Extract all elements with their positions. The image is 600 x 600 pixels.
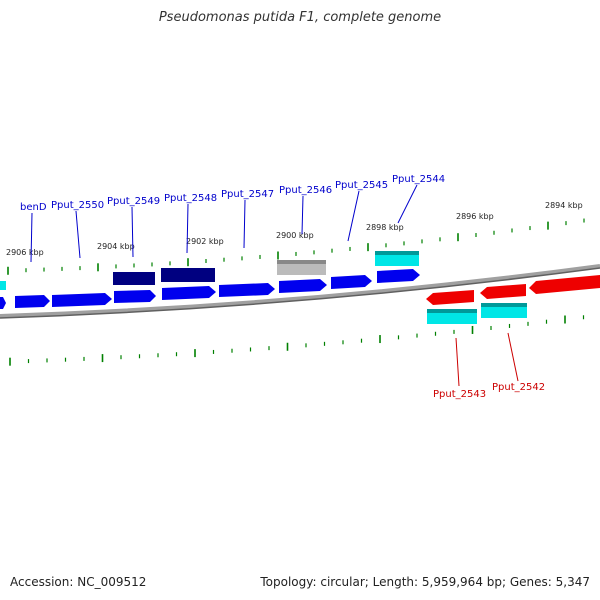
gene-arrow-forward[interactable] (219, 283, 275, 297)
gene-label[interactable]: Pput_2545 (335, 180, 388, 191)
label-leader (186, 203, 189, 254)
cds-feature[interactable] (0, 281, 6, 290)
gene-arrow-reverse[interactable] (529, 275, 600, 294)
gene-label[interactable]: Pput_2548 (164, 193, 217, 204)
label-leader (507, 332, 519, 382)
cds-feature-edge (375, 251, 419, 255)
kbp-label: 2896 kbp (456, 212, 494, 221)
reverse-gene-arrows (426, 275, 600, 305)
gene-arrow-forward[interactable] (377, 269, 420, 283)
gene-arrow-forward[interactable] (162, 286, 216, 300)
gene-arrow-reverse[interactable] (480, 284, 526, 299)
feature-track-forward (0, 251, 419, 290)
reverse-label-leaders (455, 332, 519, 387)
kbp-label: 2904 kbp (97, 242, 135, 251)
gene-label[interactable]: Pput_2544 (392, 174, 445, 185)
genome-backbone-shadow (0, 267, 600, 319)
label-leader (30, 212, 33, 263)
forward-gene-arrows (0, 269, 420, 309)
gene-arrow-reverse[interactable] (426, 290, 474, 305)
forward-gene-labels: benD Pput_2550 Pput_2549 Pput_2548 Pput_… (20, 174, 445, 213)
gene-arrow-forward[interactable] (114, 290, 156, 303)
gene-arrow-forward[interactable] (15, 295, 50, 308)
genome-summary-text: Topology: circular; Length: 5,959,964 bp… (260, 575, 590, 589)
accession-text: Accession: NC_009512 (10, 575, 147, 589)
reverse-gene-labels: Pput_2543 Pput_2542 (433, 382, 545, 400)
label-leader (397, 184, 418, 224)
label-leader (301, 195, 304, 235)
gene-feature-dark[interactable] (113, 272, 155, 285)
kbp-labels: 2906 kbp 2904 kbp 2902 kbp 2900 kbp 2898… (6, 201, 583, 257)
genome-title: Pseudomonas putida F1, complete genome (158, 10, 442, 25)
gene-label[interactable]: Pput_2543 (433, 389, 486, 400)
kbp-label: 2894 kbp (545, 201, 583, 210)
gene-arrow-forward[interactable] (52, 293, 112, 307)
gene-label[interactable]: Pput_2549 (107, 196, 160, 207)
cds-feature-edge (427, 309, 477, 313)
gene-arrow-forward[interactable] (0, 297, 6, 309)
kbp-label: 2906 kbp (6, 248, 44, 257)
label-leader (75, 210, 81, 259)
label-leader (131, 206, 134, 258)
genome-backbone (0, 264, 600, 318)
gene-label[interactable]: Pput_2547 (221, 189, 274, 200)
kbp-label: 2902 kbp (186, 237, 224, 246)
gene-arrow-forward[interactable] (331, 275, 372, 289)
gene-feature-hypothetical-edge (277, 260, 326, 264)
forward-label-leaders (30, 184, 418, 263)
label-leader (347, 190, 360, 242)
cds-feature-edge (481, 303, 527, 307)
label-leader (455, 337, 460, 387)
gene-label[interactable]: Pput_2542 (492, 382, 545, 393)
inner-tick-ruler (9, 315, 585, 366)
feature-track-reverse (427, 303, 527, 324)
gene-label[interactable]: benD (20, 202, 47, 213)
gene-label[interactable]: Pput_2546 (279, 185, 332, 196)
label-leader (243, 199, 246, 249)
kbp-label: 2898 kbp (366, 223, 404, 232)
kbp-label: 2900 kbp (276, 231, 314, 240)
outer-tick-ruler (7, 218, 585, 275)
gene-feature-dark[interactable] (161, 268, 215, 282)
gene-arrow-forward[interactable] (279, 279, 327, 293)
gene-label[interactable]: Pput_2550 (51, 200, 104, 211)
